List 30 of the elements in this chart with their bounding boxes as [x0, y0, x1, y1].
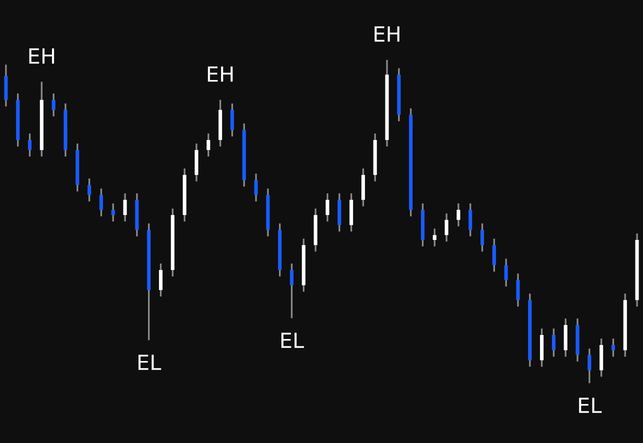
candlestick [206, 132, 210, 158]
annotation: EL [138, 354, 162, 370]
annotation: EH [208, 66, 233, 82]
candlestick [480, 222, 484, 252]
candlestick [444, 212, 448, 242]
candlestick [88, 178, 92, 202]
candlestick [4, 64, 8, 108]
candlestick [28, 132, 32, 158]
candlestick [552, 328, 556, 358]
candlestick [456, 202, 460, 228]
candlestick [111, 202, 115, 222]
candlestick [504, 258, 508, 288]
candlestick [158, 262, 163, 298]
annotation: EL [579, 398, 602, 413]
candlestick [432, 228, 436, 248]
candlestick [123, 192, 127, 222]
candlestick [611, 338, 616, 358]
candlestick [290, 262, 294, 320]
candlestick [254, 172, 258, 202]
candlestick [588, 348, 592, 384]
candlestick [52, 92, 56, 118]
annotation: EL [281, 332, 304, 348]
candlestick [230, 102, 234, 138]
candlestick [492, 238, 496, 272]
candlestick [326, 192, 330, 222]
candlestick [99, 188, 103, 218]
candlestick [516, 272, 520, 308]
candlestick [468, 202, 472, 238]
annotation: EH [29, 48, 54, 64]
annotation: EH [374, 26, 400, 42]
